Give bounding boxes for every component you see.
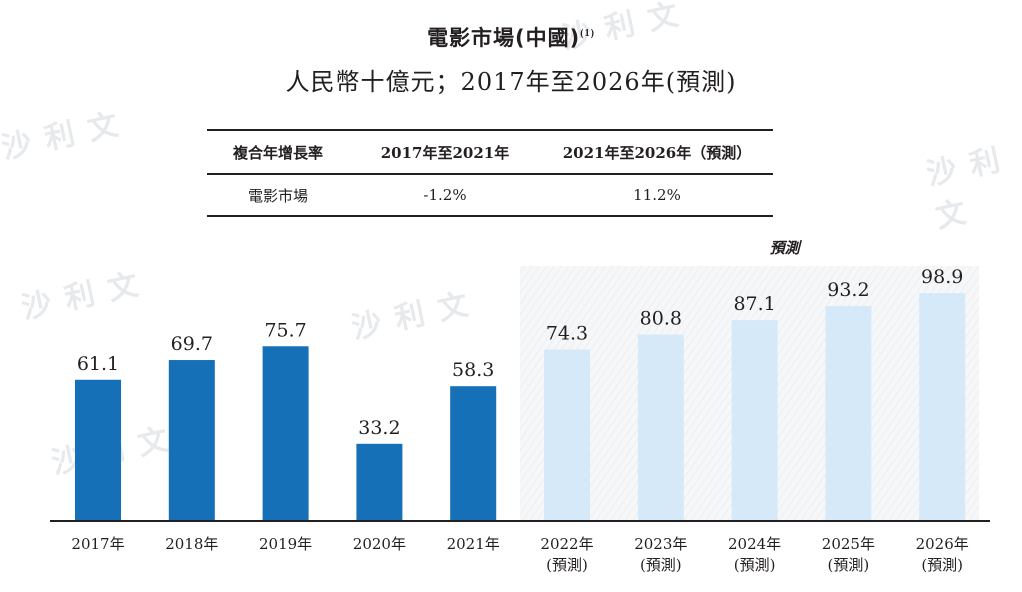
x-tick-sublabel: (預測) <box>921 556 963 574</box>
data-label: 98.9 <box>921 266 963 288</box>
table-row: 電影市場 -1.2% 11.2% <box>207 174 773 217</box>
x-tick-label: 2018年 <box>165 535 218 553</box>
x-tick-sublabel: (預測) <box>734 556 776 574</box>
data-label: 33.2 <box>358 417 400 439</box>
x-tick-label: 2021年 <box>447 535 500 553</box>
cagr-header: 2017年至2021年 <box>349 129 541 175</box>
data-label: 75.7 <box>264 319 306 341</box>
chart-subtitle: 人民幣十億元；2017年至2026年(預測) <box>285 68 737 96</box>
x-tick-label: 2024年 <box>728 535 781 553</box>
forecast-label: 預測 <box>770 239 803 257</box>
chart-title: 電影市場(中國)(1) <box>0 22 1022 52</box>
x-tick-label: 2019年 <box>259 535 312 553</box>
bar-2020 <box>356 443 403 520</box>
cagr-table: 複合年增長率 2017年至2021年 2021年至2026年（預測） 電影市場 … <box>207 129 773 217</box>
bar-2024 <box>731 320 778 520</box>
data-label: 69.7 <box>171 333 213 355</box>
x-tick-label: 2017年 <box>71 535 124 553</box>
x-tick-sublabel: (預測) <box>546 556 588 574</box>
data-label: 93.2 <box>827 279 869 301</box>
x-tick-label: 2020年 <box>353 535 406 553</box>
data-label: 58.3 <box>452 359 494 381</box>
bar-2021 <box>450 386 497 520</box>
data-label: 74.3 <box>546 322 588 344</box>
bar-2025 <box>825 306 872 520</box>
x-tick-label: 2026年 <box>916 535 969 553</box>
bar-2017 <box>75 379 121 520</box>
bar-2023 <box>637 334 684 520</box>
cagr-row-label: 電影市場 <box>207 174 349 217</box>
title-text: 電影市場(中國) <box>427 26 581 50</box>
x-tick-sublabel: (預測) <box>640 556 682 574</box>
data-label: 61.1 <box>77 353 119 375</box>
x-tick-label: 2022年 <box>540 535 593 553</box>
cagr-value: -1.2% <box>349 174 541 217</box>
bar-2019 <box>262 346 309 520</box>
data-label: 80.8 <box>640 308 682 330</box>
x-tick-label: 2025年 <box>822 535 875 553</box>
bar-2022 <box>544 349 590 520</box>
x-tick-label: 2023年 <box>634 535 687 553</box>
bar-2018 <box>168 360 215 520</box>
cagr-value: 11.2% <box>541 174 773 217</box>
x-tick-sublabel: (預測) <box>828 556 870 574</box>
cagr-header: 複合年增長率 <box>207 129 349 175</box>
cagr-header: 2021年至2026年（預測） <box>541 129 773 175</box>
data-label: 87.1 <box>733 293 775 315</box>
title-footnote: (1) <box>580 28 595 39</box>
cagr-header-row: 複合年增長率 2017年至2021年 2021年至2026年（預測） <box>207 129 773 175</box>
bar-2026 <box>919 293 966 520</box>
